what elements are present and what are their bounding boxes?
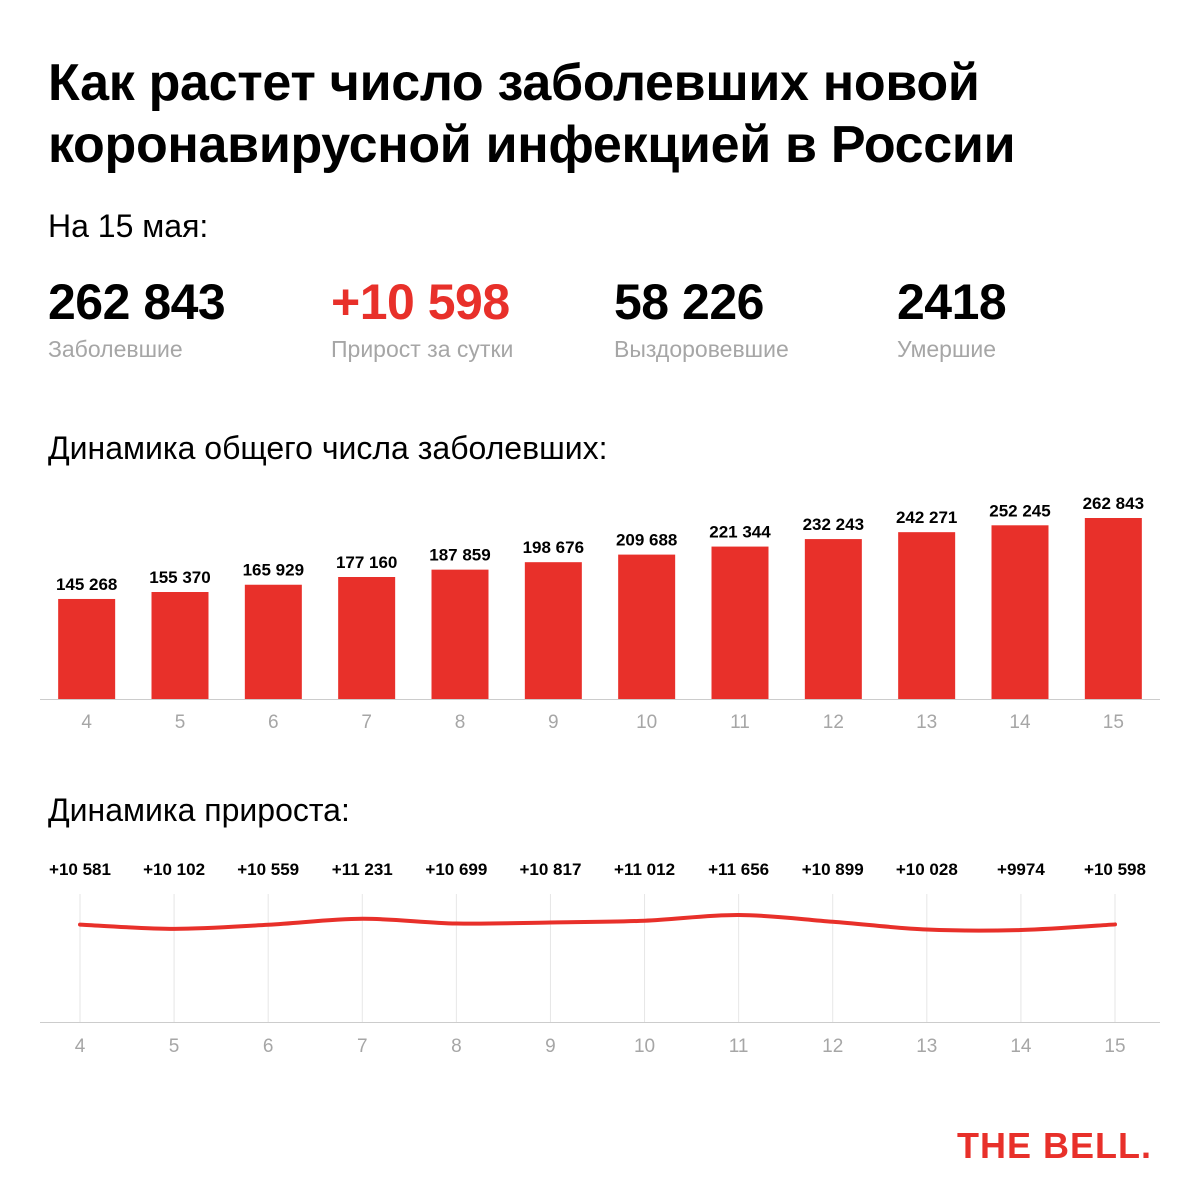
bar-8 — [431, 569, 489, 699]
bar-7 — [338, 577, 396, 699]
x-tick-label: 9 — [548, 712, 559, 733]
stat-cases: 262 843 Заболевшие — [48, 274, 226, 364]
bar-12 — [804, 539, 862, 699]
bar-value-label: 177 160 — [336, 553, 397, 572]
stat-deaths-label: Умершие — [897, 336, 997, 362]
bar-value-label: 262 843 — [1083, 494, 1144, 513]
bar-9 — [524, 562, 582, 699]
bar-10 — [618, 554, 676, 699]
bar-value-label: 155 370 — [149, 568, 210, 587]
bar-6 — [244, 584, 302, 699]
point-value-label: +10 598 — [1084, 860, 1146, 879]
the-bell-logo: THE BELL. — [957, 1125, 1152, 1166]
stat-deaths: 2418 Умершие — [897, 274, 1007, 364]
point-value-label: +10 102 — [143, 860, 205, 879]
bar-value-label: 221 344 — [709, 523, 771, 542]
point-value-label: +11 012 — [614, 860, 675, 879]
page-title: Как растет число заболевших новой корона… — [48, 54, 1016, 174]
stat-cases-value: 262 843 — [48, 274, 226, 330]
x-tick-label: 4 — [75, 1036, 86, 1057]
stat-deaths-value: 2418 — [897, 274, 1007, 330]
x-tick-label: 6 — [268, 712, 279, 733]
x-tick-label: 5 — [169, 1036, 180, 1057]
bar-5 — [151, 592, 209, 699]
bar-value-label: 145 268 — [56, 575, 117, 594]
point-value-label: +11 656 — [708, 860, 769, 879]
x-tick-label: 15 — [1104, 1036, 1125, 1057]
bar-14 — [991, 525, 1049, 699]
x-tick-label: 8 — [455, 712, 466, 733]
stat-cases-label: Заболевшие — [48, 336, 183, 362]
x-tick-label: 12 — [823, 712, 844, 733]
x-tick-label: 14 — [1010, 1036, 1032, 1057]
stat-recovered: 58 226 Выздоровевшие — [614, 274, 789, 364]
point-value-label: +10 028 — [896, 860, 958, 879]
total-cases-bar-chart: 145 268 4 155 370 5 165 929 6 177 160 7 187 859 8… — [40, 494, 1160, 733]
bar-value-label: 252 245 — [989, 501, 1050, 520]
bar-4 — [58, 598, 116, 699]
growth-series-line — [78, 912, 1117, 933]
x-tick-label: 4 — [81, 712, 92, 733]
point-value-label: +9974 — [997, 860, 1045, 879]
stat-recovered-label: Выздоровевшие — [614, 336, 789, 362]
point-value-label: +10 581 — [49, 860, 111, 879]
x-tick-label: 9 — [545, 1036, 556, 1057]
bar-13 — [898, 532, 956, 699]
stat-recovered-value: 58 226 — [614, 274, 764, 330]
x-tick-label: 7 — [357, 1036, 368, 1057]
bar-value-label: 165 929 — [243, 561, 304, 580]
point-value-label: +10 899 — [802, 860, 864, 879]
daily-growth-line-chart: +10 581 4 +10 102 5 +10 559 6 +11 231 7 +10 699 8… — [40, 860, 1160, 1057]
point-value-label: +10 559 — [237, 860, 299, 879]
point-value-label: +11 231 — [332, 860, 393, 879]
bar-11 — [711, 546, 769, 699]
bar-value-label: 242 271 — [896, 508, 957, 527]
point-value-label: +10 699 — [425, 860, 487, 879]
x-tick-label: 5 — [175, 712, 186, 733]
x-tick-label: 10 — [636, 712, 657, 733]
x-tick-label: 12 — [822, 1036, 843, 1057]
x-tick-label: 8 — [451, 1036, 462, 1057]
stat-daily: +10 598 Прирост за сутки — [331, 274, 513, 364]
stat-daily-value: +10 598 — [331, 274, 510, 330]
bar-value-label: 209 688 — [616, 531, 677, 550]
bar-value-label: 198 676 — [523, 538, 584, 557]
stat-daily-label: Прирост за сутки — [331, 336, 514, 362]
x-tick-label: 13 — [916, 712, 937, 733]
x-tick-label: 14 — [1009, 712, 1031, 733]
line-chart-title: Динамика прироста: — [48, 792, 350, 828]
bar-value-label: 187 859 — [429, 546, 490, 565]
bar-value-label: 232 243 — [803, 515, 864, 534]
bar-chart-title: Динамика общего числа заболевших: — [48, 430, 608, 466]
x-tick-label: 7 — [361, 712, 372, 733]
x-tick-label: 15 — [1103, 712, 1124, 733]
x-tick-label: 11 — [729, 1036, 749, 1057]
x-tick-label: 13 — [916, 1036, 937, 1057]
x-tick-label: 10 — [634, 1036, 655, 1057]
bar-15 — [1084, 518, 1142, 699]
date-label: На 15 мая: — [48, 208, 209, 244]
x-tick-label: 6 — [263, 1036, 274, 1057]
point-value-label: +10 817 — [519, 860, 581, 879]
x-tick-label: 11 — [730, 712, 750, 733]
